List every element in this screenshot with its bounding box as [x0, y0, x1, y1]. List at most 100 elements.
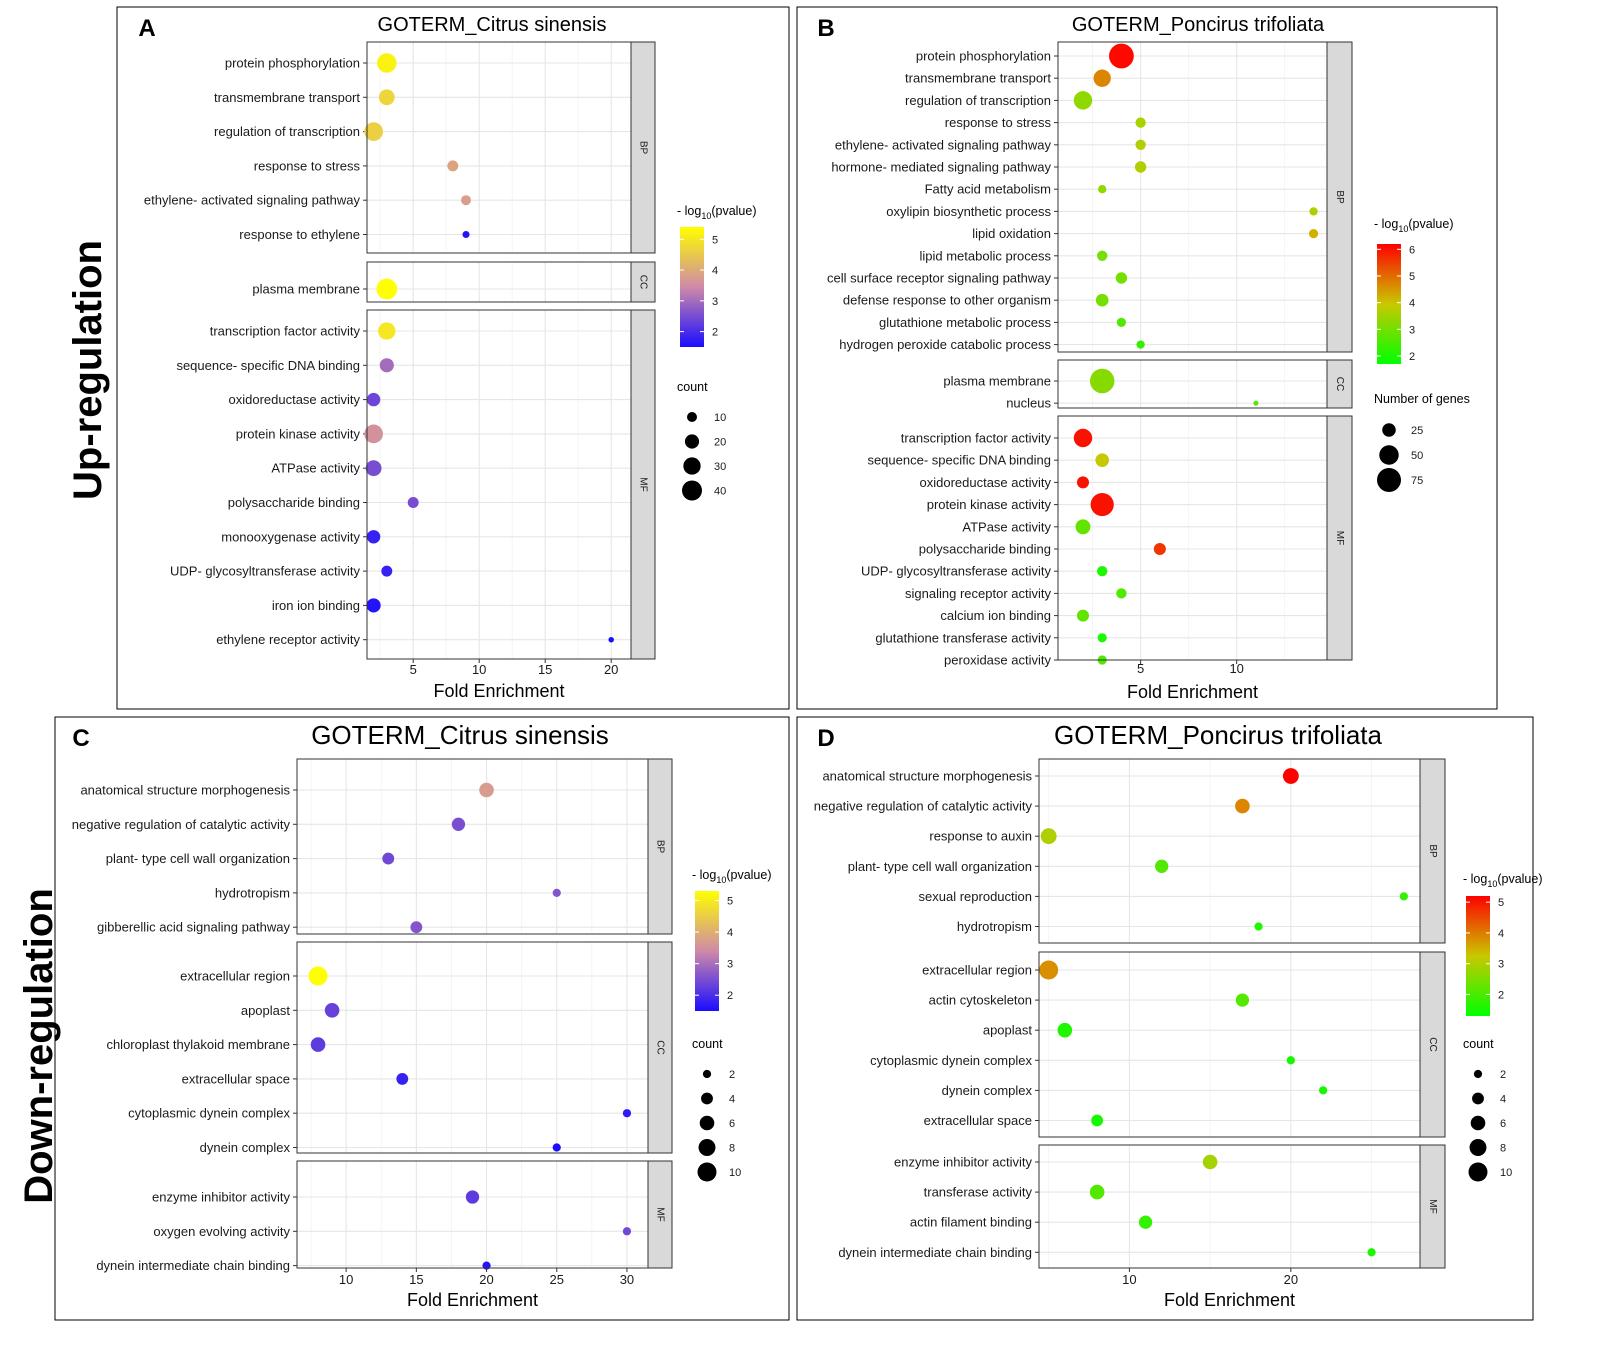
color-legend-title-prefix: - log: [1374, 217, 1398, 231]
data-point: [1109, 43, 1134, 69]
color-legend-title-suffix: (pvalue): [726, 868, 771, 882]
facet-mf: enzyme inhibitor activity transferase act…: [838, 1144, 1446, 1269]
facet-strip-label: CC: [1427, 1037, 1438, 1051]
term-label: transcription factor activity: [210, 324, 361, 339]
data-point: [1040, 828, 1057, 845]
term-label: sequence- specific DNA binding: [867, 453, 1051, 468]
facet-strip-label: CC: [1334, 377, 1345, 391]
size-legend-label: 8: [1500, 1143, 1506, 1155]
color-bar-tick-label: 5: [1409, 271, 1415, 283]
data-point: [1089, 368, 1115, 394]
term-label: hydrotropism: [215, 885, 290, 900]
x-tick-label: 10: [339, 1272, 353, 1287]
term-label: extracellular region: [180, 969, 290, 984]
data-point: [1089, 1184, 1105, 1200]
facet-strip: [1326, 41, 1353, 353]
data-point: [378, 322, 396, 340]
x-axis-title: Fold Enrichment: [1127, 682, 1258, 702]
facet-strip-label: CC: [637, 275, 648, 289]
facet-mf: transcription factor activity sequence- s…: [170, 309, 656, 660]
panel-letter: B: [817, 15, 834, 42]
data-point: [410, 921, 423, 934]
facet-plot-area: [367, 42, 631, 253]
data-point: [378, 89, 395, 106]
data-point: [1308, 229, 1319, 239]
term-label: hydrotropism: [957, 919, 1032, 934]
facet-cc: plasma membrane nucleus CC: [943, 359, 1353, 411]
size-legend-dot: [698, 1139, 716, 1156]
data-point: [308, 966, 328, 986]
facet-bp: protein phosphorylation transmembrane tra…: [827, 41, 1353, 353]
color-legend-title-sub: 10: [1398, 224, 1408, 234]
term-label: protein kinase activity: [927, 497, 1052, 512]
size-legend-dot: [1379, 445, 1399, 465]
facet-plot-area: [1058, 42, 1327, 352]
term-label: cytoplasmic dynein complex: [870, 1053, 1032, 1068]
data-point: [1135, 139, 1146, 150]
facet-bp: anatomical structure morphogenesis negati…: [72, 758, 673, 935]
term-label: chloroplast thylakoid membrane: [106, 1037, 290, 1052]
term-label: hydrogen peroxide catabolic process: [839, 337, 1051, 352]
size-legend-label: 10: [729, 1167, 741, 1179]
facet-plot-area: [1039, 952, 1420, 1137]
color-bar-tick-label: 3: [712, 296, 718, 308]
term-label: apoplast: [241, 1003, 291, 1018]
size-legend-label: 4: [729, 1094, 735, 1106]
term-label: sexual reproduction: [919, 889, 1032, 904]
facet-mf: transcription factor activity sequence- s…: [861, 415, 1353, 668]
color-bar-tick-label: 3: [727, 959, 733, 971]
term-label: sequence- specific DNA binding: [176, 358, 360, 373]
data-point: [1039, 960, 1059, 980]
data-point: [381, 565, 393, 577]
term-label: plasma membrane: [943, 374, 1051, 389]
size-legend-dot: [1469, 1139, 1487, 1156]
data-point: [407, 497, 419, 508]
term-label: transcription factor activity: [901, 431, 1052, 446]
term-label: anatomical structure morphogenesis: [822, 769, 1032, 784]
size-legend-label: 2: [729, 1069, 735, 1081]
data-point: [1098, 185, 1107, 194]
size-legend-dot: [1382, 423, 1396, 437]
size-legend-label: 10: [714, 412, 726, 424]
size-legend-label: 50: [1411, 450, 1423, 462]
data-point: [1319, 1086, 1328, 1095]
data-point: [365, 460, 382, 477]
data-point: [622, 1109, 632, 1118]
color-legend-title: - log10(pvalue): [1463, 872, 1543, 889]
term-label: defense response to other organism: [843, 293, 1051, 308]
color-legend-title-prefix: - log: [692, 868, 716, 882]
panel-letter: A: [138, 15, 155, 42]
term-label: extracellular region: [922, 963, 1032, 978]
size-legend-label: 20: [714, 437, 726, 449]
term-label: dynein intermediate chain binding: [838, 1245, 1032, 1260]
data-point: [1095, 453, 1109, 467]
data-point: [1075, 519, 1091, 535]
color-bar: [695, 891, 719, 1011]
color-bar-tick-label: 4: [1498, 928, 1504, 940]
data-point: [447, 160, 459, 172]
chart-title: GOTERM_Citrus sinensis: [311, 720, 609, 750]
facet-plot-area: [1039, 1145, 1420, 1268]
facet-plot-area: [367, 262, 631, 302]
data-point: [1399, 892, 1408, 901]
term-label: transmembrane transport: [905, 71, 1051, 86]
color-legend-title: - log10(pvalue): [677, 204, 757, 221]
data-point: [310, 1037, 326, 1052]
data-point: [1073, 91, 1093, 110]
data-point: [376, 278, 398, 300]
data-point: [1097, 250, 1108, 261]
term-label: protein phosphorylation: [225, 56, 360, 71]
term-label: response to auxin: [929, 829, 1032, 844]
data-point: [1057, 1022, 1073, 1038]
data-point: [1202, 1154, 1218, 1170]
color-legend-title-sub: 10: [716, 875, 726, 885]
row-label-up: Up-regulation: [66, 240, 110, 500]
chart-title: GOTERM_Poncirus trifoliata: [1054, 720, 1383, 750]
data-point: [552, 888, 561, 898]
panel-b: B GOTERM_Poncirus trifoliata protein phosp…: [796, 6, 1498, 710]
term-label: ethylene receptor activity: [216, 632, 360, 647]
term-label: lipid oxidation: [972, 226, 1051, 241]
x-tick-label: 15: [538, 662, 552, 677]
color-legend-title: - log10(pvalue): [1374, 217, 1454, 234]
